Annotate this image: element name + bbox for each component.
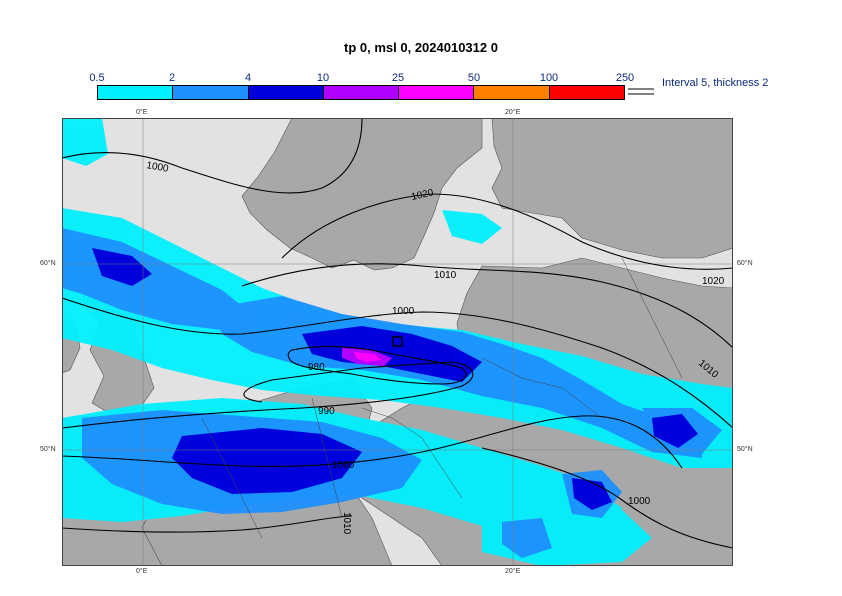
isobar-labels: 1000 1020 1010 1000 980 990 1000 1010 10… — [145, 160, 724, 535]
isobar-label: 1010 — [341, 512, 352, 535]
border-line — [621, 257, 683, 379]
isobar-1000-north — [62, 118, 363, 194]
legend-tick: 4 — [244, 72, 252, 84]
isobar-line-sample — [628, 88, 654, 95]
precipitation-map: 1000 1020 1010 1000 980 990 1000 1010 10… — [62, 118, 733, 566]
lon-label-top: 0°E — [136, 109, 148, 116]
legend-tick: 2 — [168, 72, 176, 84]
precip-extreme-core — [354, 352, 382, 362]
colorbar-segment — [474, 86, 550, 99]
isobar-1000-mid — [62, 297, 733, 429]
isobar-1010 — [241, 263, 733, 349]
colorbar — [97, 85, 625, 100]
legend-tick: 250 — [615, 72, 635, 84]
precip-heavy-south — [172, 428, 362, 494]
border-line — [361, 407, 463, 499]
isobar-label: 1000 — [145, 160, 169, 175]
isobar-980 — [287, 345, 467, 385]
legend-note: Interval 5, thickness 2 — [662, 77, 769, 89]
low-center-marker — [392, 336, 403, 347]
land-finland — [491, 118, 733, 259]
lat-label-right: 60°N — [737, 260, 753, 267]
land-scandinavia — [241, 118, 483, 271]
precip-heavy — [92, 248, 698, 510]
legend-tick: 100 — [539, 72, 559, 84]
graticule — [62, 118, 733, 566]
isobar-label: 990 — [318, 406, 335, 417]
legend-tick: 0.5 — [89, 72, 105, 84]
map-title: tp 0, msl 0, 2024010312 0 — [344, 40, 498, 55]
precip-scandinavia-coast — [442, 210, 502, 244]
precip-heavy-southeast — [572, 478, 612, 510]
isobar-label: 1020 — [702, 276, 725, 287]
isobar-label: 1000 — [628, 496, 651, 507]
colorbar-segment — [399, 86, 475, 99]
precip-intense — [342, 348, 392, 366]
isobar-1000-southeast — [481, 447, 733, 549]
map-frame — [62, 118, 733, 566]
isobar-label: 980 — [308, 362, 325, 373]
border-line — [311, 397, 343, 519]
colorbar-segment — [323, 86, 400, 99]
border-line — [481, 357, 603, 419]
lat-label-left: 50°N — [40, 446, 56, 453]
colorbar-segment — [173, 86, 249, 99]
precip-heavy-east — [652, 414, 698, 448]
legend-tick: 50 — [467, 72, 481, 84]
isobar-990 — [62, 361, 474, 429]
coastline-details — [201, 257, 683, 539]
isobar-1010-south — [62, 515, 353, 533]
lat-label-right: 50°N — [737, 446, 753, 453]
isobar-1000-south — [62, 415, 683, 469]
lat-label-left: 60°N — [40, 260, 56, 267]
isobar-label: 1000 — [392, 306, 415, 317]
precip-mod-south-east2 — [502, 518, 552, 558]
legend-tick: 10 — [316, 72, 330, 84]
lon-label-bottom: 0°E — [136, 568, 148, 575]
border-line — [201, 417, 263, 539]
isobar-label: 1010 — [434, 270, 457, 281]
precip-heavy-northwest — [92, 248, 152, 286]
precip-north — [62, 118, 108, 166]
isobar-1020-north — [281, 193, 733, 270]
colorbar-segment — [98, 86, 174, 99]
isobars — [62, 118, 733, 549]
colorbar-segment — [549, 86, 624, 99]
lon-label-bottom: 20°E — [505, 568, 521, 575]
colorbar-segment — [248, 86, 324, 99]
isobar-label: 1000 — [332, 460, 355, 471]
isobar-label: 1020 — [410, 187, 434, 202]
legend-tick: 25 — [391, 72, 405, 84]
lon-label-top: 20°E — [505, 109, 521, 116]
